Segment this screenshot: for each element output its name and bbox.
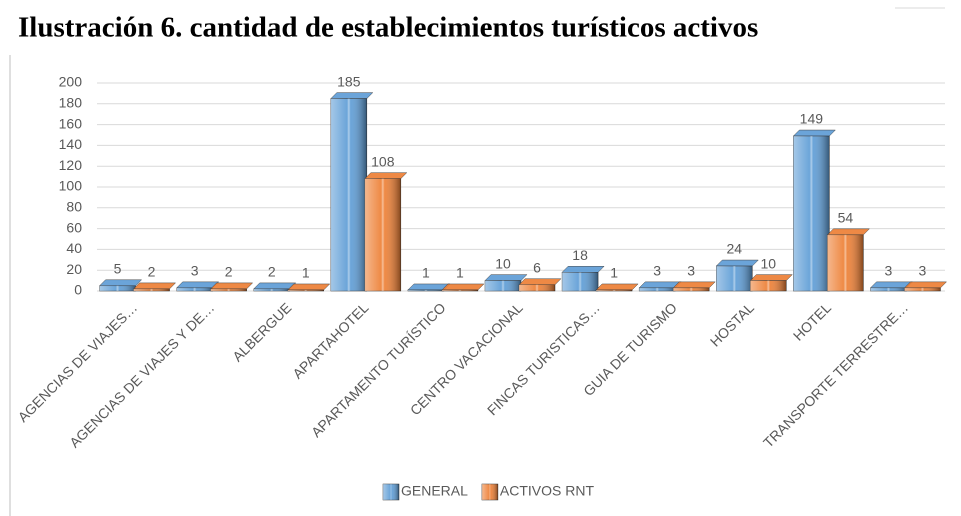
- bar-shine: [441, 289, 478, 291]
- y-tick-label: 180: [59, 95, 83, 111]
- y-tick-label: 120: [59, 157, 83, 173]
- y-tick-label: 80: [66, 199, 82, 215]
- bar-top: [715, 259, 759, 267]
- bar-shine: [330, 98, 367, 291]
- bar-shine: [793, 136, 830, 291]
- bar-shine: [253, 288, 290, 291]
- bar-shine: [210, 288, 247, 291]
- bar-shine: [750, 280, 787, 291]
- bar-top: [826, 228, 870, 236]
- bar-shine: [716, 266, 753, 291]
- legend-swatch-shine: [383, 484, 399, 500]
- bar-shine: [133, 288, 170, 291]
- data-label: 1: [422, 265, 430, 281]
- x-tick-label: TRANSPORTE TERRESTRE…: [760, 299, 911, 450]
- x-tick-label: HOSTAL: [707, 299, 757, 349]
- bar-top: [441, 283, 485, 291]
- data-label: 149: [800, 111, 824, 127]
- data-label: 18: [572, 247, 588, 263]
- bar-top: [210, 282, 254, 290]
- bar-top: [903, 281, 948, 289]
- data-label: 2: [148, 264, 156, 280]
- bar-shine: [407, 289, 444, 291]
- data-label: 6: [533, 259, 541, 275]
- data-label: 1: [302, 265, 310, 281]
- data-label: 10: [760, 255, 776, 271]
- data-label: 24: [726, 241, 742, 257]
- x-tick-label: APARTAHOTEL: [289, 299, 371, 381]
- bar-top: [672, 281, 716, 289]
- data-label: 3: [687, 263, 695, 279]
- data-label: 3: [191, 263, 199, 279]
- data-label: 54: [838, 210, 854, 226]
- bar-top: [518, 278, 562, 286]
- bar-top: [561, 266, 605, 273]
- x-tick-label: AGENCIAS DE VIAJES Y DE…: [66, 299, 217, 450]
- bar-shine: [596, 289, 633, 291]
- y-tick-label: 20: [66, 261, 82, 277]
- data-label: 1: [610, 265, 618, 281]
- bar-shine: [364, 178, 401, 291]
- bar-shine: [562, 272, 599, 291]
- legend-label: ACTIVOS RNT: [500, 483, 595, 499]
- legend-label: GENERAL: [401, 483, 468, 499]
- x-tick-label: HOTEL: [790, 299, 834, 343]
- bar-shine: [519, 284, 555, 291]
- y-tick-label: 60: [66, 219, 82, 235]
- bar-shine: [485, 280, 521, 291]
- data-label: 3: [653, 263, 661, 279]
- bar-shine: [639, 287, 676, 291]
- data-label: 2: [225, 264, 233, 280]
- bar-shine: [99, 285, 136, 291]
- y-tick-label: 160: [59, 115, 83, 131]
- bar-shine: [673, 287, 710, 291]
- bar-shine: [870, 287, 907, 291]
- legend-swatch-shine: [481, 484, 498, 500]
- bar-top: [132, 282, 177, 290]
- bar-shine: [827, 234, 864, 291]
- bar-top: [484, 274, 528, 281]
- data-label: 3: [885, 263, 893, 279]
- chart-title: Ilustración 6. cantidad de establecimien…: [18, 12, 758, 44]
- bar-shine: [176, 287, 213, 291]
- bar-top: [749, 274, 793, 281]
- data-label: 2: [268, 264, 276, 280]
- y-tick-label: 40: [66, 240, 82, 256]
- bar-top: [792, 129, 836, 137]
- data-label: 185: [337, 73, 361, 89]
- bar-top: [98, 279, 143, 287]
- bar-top: [287, 283, 331, 291]
- bar-top: [330, 92, 374, 99]
- data-label: 5: [114, 261, 122, 277]
- bar-shine: [287, 289, 324, 291]
- data-label: 10: [495, 255, 511, 271]
- y-tick-label: 0: [74, 282, 82, 298]
- bar-top: [364, 172, 408, 179]
- bar-top: [595, 283, 639, 291]
- y-tick-label: 200: [59, 74, 83, 90]
- data-label: 3: [919, 263, 927, 279]
- y-tick-label: 140: [59, 136, 83, 152]
- x-tick-label: ALBERGUE: [229, 299, 294, 364]
- x-tick-label: APARTAMENTO TURÍSTICO: [308, 299, 449, 440]
- data-label: 108: [371, 153, 395, 169]
- data-label: 1: [456, 265, 464, 281]
- y-tick-label: 100: [59, 178, 83, 194]
- bar-shine: [904, 287, 941, 291]
